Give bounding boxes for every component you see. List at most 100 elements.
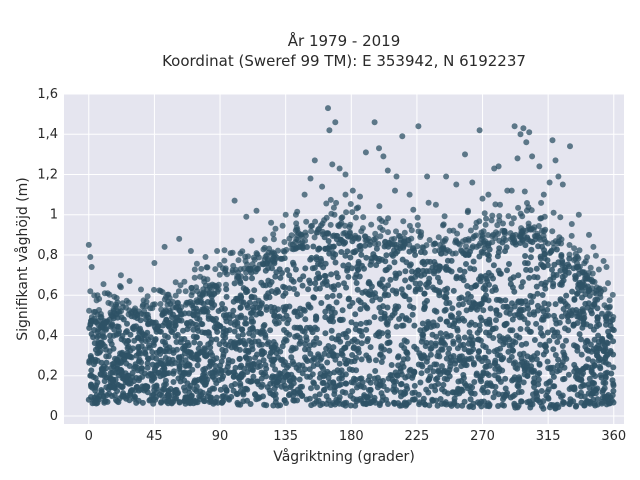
scatter-point <box>379 256 386 263</box>
scatter-point <box>308 385 314 392</box>
scatter-point <box>388 362 395 368</box>
scatter-point <box>322 308 329 315</box>
chart-title: År 1979 - 2019 <box>288 31 401 50</box>
scatter-point <box>485 402 492 409</box>
scatter-point <box>605 328 612 335</box>
scatter-point <box>441 388 448 395</box>
scatter-point <box>414 222 421 229</box>
scatter-point <box>465 237 472 244</box>
scatter-point <box>603 304 610 311</box>
scatter-point <box>242 315 249 322</box>
scatter-point <box>501 336 508 343</box>
scatter-point <box>170 370 177 377</box>
scatter-point <box>374 374 381 381</box>
scatter-point <box>545 379 552 386</box>
scatter-point <box>537 215 544 222</box>
scatter-point <box>311 356 318 363</box>
scatter-point <box>466 321 473 328</box>
scatter-point <box>205 329 212 336</box>
scatter-point <box>534 290 541 297</box>
scatter-point <box>226 311 233 318</box>
scatter-point <box>117 272 124 279</box>
scatter-point <box>168 399 175 406</box>
scatter-point <box>339 214 346 221</box>
scatter-point <box>291 286 297 292</box>
scatter-point <box>571 296 578 302</box>
scatter-point <box>524 372 531 379</box>
scatter-point <box>279 270 285 276</box>
scatter-point <box>235 333 242 340</box>
scatter-point <box>368 255 375 262</box>
scatter-point <box>354 338 361 345</box>
scatter-point <box>127 380 134 387</box>
scatter-point <box>472 224 479 231</box>
scatter-point <box>247 265 254 272</box>
scatter-point <box>526 226 533 233</box>
scatter-point <box>153 355 160 362</box>
scatter-point <box>515 389 522 396</box>
scatter-point <box>507 327 514 334</box>
scatter-point <box>524 320 531 327</box>
scatter-point <box>419 363 426 370</box>
scatter-point <box>311 400 318 407</box>
scatter-point <box>250 332 257 339</box>
scatter-point <box>571 361 578 368</box>
scatter-point <box>476 253 483 260</box>
scatter-point <box>366 373 373 380</box>
scatter-point <box>485 358 491 365</box>
scatter-point <box>410 304 417 311</box>
scatter-point <box>315 351 322 358</box>
scatter-point <box>570 322 577 329</box>
scatter-point <box>288 276 295 283</box>
scatter-point <box>200 366 207 373</box>
scatter-point <box>111 293 118 300</box>
scatter-point <box>173 314 180 321</box>
scatter-point <box>272 366 279 373</box>
scatter-point <box>280 283 287 290</box>
scatter-point <box>592 296 599 303</box>
scatter-point <box>539 292 546 298</box>
scatter-point <box>490 335 497 341</box>
scatter-point <box>448 312 454 319</box>
scatter-point <box>576 314 582 321</box>
scatter-point <box>332 259 339 266</box>
scatter-point <box>191 274 198 281</box>
scatter-point <box>269 257 276 264</box>
scatter-point <box>267 327 274 334</box>
scatter-point <box>332 383 339 390</box>
scatter-point <box>93 297 100 304</box>
scatter-point <box>327 384 333 391</box>
scatter-point <box>391 259 398 266</box>
scatter-point <box>270 402 277 409</box>
scatter-point <box>420 395 427 402</box>
scatter-point <box>610 364 617 371</box>
scatter-point <box>235 401 242 408</box>
scatter-point <box>107 370 114 377</box>
scatter-point <box>509 300 515 307</box>
scatter-point <box>516 334 523 341</box>
scatter-point <box>192 398 199 405</box>
scatter-point <box>302 316 309 323</box>
scatter-point <box>123 340 130 347</box>
scatter-point <box>234 323 241 330</box>
scatter-point <box>157 328 164 335</box>
scatter-point <box>220 312 227 319</box>
scatter-point <box>331 211 338 218</box>
scatter-point <box>467 227 474 234</box>
scatter-point <box>333 299 340 306</box>
y-tick-label: 1 <box>50 208 58 223</box>
scatter-point <box>575 266 582 273</box>
scatter-point <box>560 349 567 356</box>
scatter-point <box>320 365 326 372</box>
scatter-point <box>354 384 360 391</box>
scatter-point <box>431 361 438 368</box>
scatter-point <box>531 274 538 280</box>
scatter-point <box>239 331 246 338</box>
scatter-point <box>363 401 370 408</box>
scatter-point <box>523 139 530 146</box>
scatter-point <box>596 286 602 293</box>
y-tick-labels: 0 0,2 0,4 0,6 0,8 1 1,2 1,4 1,6 <box>37 87 58 424</box>
scatter-point <box>325 105 331 112</box>
scatter-point <box>550 209 557 216</box>
